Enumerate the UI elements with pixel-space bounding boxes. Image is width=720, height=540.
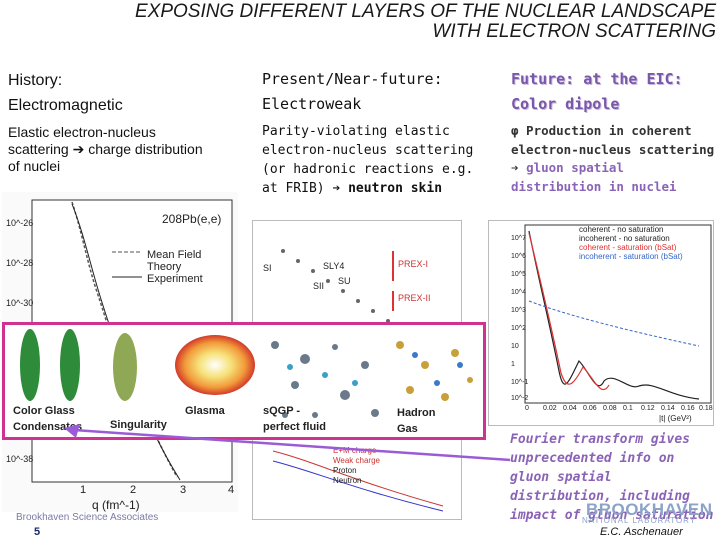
col3-head2: Color dipole — [511, 95, 620, 113]
col1-head2: Electromagnetic — [8, 97, 123, 114]
plot3-xtick-3: 0.06 — [583, 405, 597, 412]
plot3-ytick-4: 10^3 — [511, 307, 526, 314]
plot3-ytick-5: 10^2 — [511, 325, 526, 332]
plot3-legend-1: incoherent - no saturation — [579, 234, 670, 243]
bnl-logo-sub: NATIONAL LABORATORY — [582, 516, 697, 525]
pointer-arrow-icon — [64, 424, 511, 462]
plot3-ytick-2: 10^5 — [511, 271, 526, 278]
plot1-ytick-0: 10^-26 — [6, 218, 34, 228]
plot3-xtick-0: 0 — [525, 405, 529, 412]
plot1-ytick-1: 10^-28 — [6, 258, 34, 268]
col1-head1: History: — [8, 72, 63, 89]
col2-body: Parity-violating elastic electron-nucleu… — [262, 122, 492, 198]
plot1-xtick-3: 4 — [228, 484, 235, 496]
col2-head1: Present/Near-future: — [262, 70, 443, 88]
col3-head1: Future: at the EIC: — [511, 70, 683, 88]
plot3-xlabel: |t| (GeV²) — [659, 414, 692, 423]
plot3-ytick-7: 1 — [511, 361, 515, 368]
plot2-label-0: SI — [263, 263, 272, 273]
plot3-xtick-7: 0.14 — [661, 405, 675, 412]
plot1-xtick-1: 2 — [130, 484, 137, 496]
plot3-ytick-1: 10^6 — [511, 253, 526, 260]
plot2-label-3: SU — [338, 276, 351, 286]
plot1-ytick-2: 10^-30 — [6, 298, 34, 308]
plot2-legend-1: Weak charge — [333, 456, 380, 465]
phase-sqgp: sQGP - — [263, 405, 301, 417]
plot3-legend-3: incoherent - saturation (bSat) — [579, 252, 683, 261]
phase-gas: Gas — [397, 423, 418, 435]
col2-body-highlight: neutron skin — [348, 181, 443, 196]
plot2-label-1: SLY4 — [323, 261, 345, 271]
phase-perfect-fluid: perfect fluid — [263, 421, 326, 433]
plot1-legend-2: Experiment — [147, 273, 203, 285]
plot3-ytick-3: 10^4 — [511, 289, 526, 296]
eic-dsigma-plot: coherent - no saturation incoherent - no… — [488, 220, 714, 426]
slide-title-line2: WITH ELECTRON SCATTERING — [432, 21, 716, 42]
phase-hadron: Hadron — [397, 407, 436, 419]
plot3-xtick-1: 0.02 — [543, 405, 557, 412]
plot3-xtick-2: 0.04 — [563, 405, 577, 412]
eic-dsigma-curves — [524, 224, 712, 404]
plot3-xtick-8: 0.16 — [681, 405, 695, 412]
phase-condensates: Condensates — [13, 421, 83, 433]
phase-singularity: Singularity — [110, 419, 167, 431]
plot1-ytick-3: 10^-38 — [6, 454, 34, 464]
plot3-xtick-5: 0.1 — [623, 405, 633, 412]
matter-evolution-illustration — [20, 329, 473, 418]
phase-glasma: Glasma — [185, 405, 225, 417]
plot1-legend-0: Mean Field — [147, 249, 202, 261]
plot3-ytick-6: 10 — [511, 343, 519, 350]
col2-body-text: Parity-violating elastic electron-nucleu… — [262, 124, 474, 196]
plot1-label: 208Pb(e,e) — [162, 212, 222, 226]
col3-body-highlight: gluon spatial distribution in nuclei — [511, 160, 677, 194]
plot1-xtick-2: 3 — [180, 484, 187, 496]
plot2-legend-2: Proton — [333, 466, 357, 475]
author-credit: E.C. Aschenauer — [600, 526, 683, 538]
fourier-note: Fourier transform gives unprecedented in… — [510, 432, 714, 523]
col3-body-text: φ Production in coherent electron-nucleu… — [511, 123, 715, 175]
plot3-xtick-4: 0.08 — [603, 405, 617, 412]
plot3-ytick-9: 10^-2 — [511, 395, 529, 402]
plot3-xtick-9: 0.18 — [699, 405, 713, 412]
col1-body: Elastic electron-nucleus scattering ➔ ch… — [8, 124, 203, 174]
plot3-ytick-0: 10^7 — [511, 235, 526, 242]
plot3-legend-0: coherent - no saturation — [579, 225, 664, 234]
matter-evolution-panel: Color Glass Condensates Singularity Glas… — [2, 322, 486, 440]
neutron-skin-scatter — [272, 249, 444, 512]
plot3-xtick-6: 0.12 — [641, 405, 655, 412]
phase-color-glass: Color Glass — [13, 405, 75, 417]
plot2-label-4: PREX-I — [398, 259, 429, 269]
plot2-legend-3: Neutron — [333, 476, 362, 485]
bnl-logo-word: BROOKHAVEN — [586, 500, 713, 519]
col2-head2: Electroweak — [262, 95, 362, 113]
plot2-label-5: PREX-II — [398, 293, 431, 303]
footer-org: Brookhaven Science Associates — [16, 512, 159, 523]
plot3-legend-2: coherent - saturation (bSat) — [579, 243, 677, 252]
col3-body: φ Production in coherent electron-nucleu… — [511, 122, 716, 196]
plot1-xtick-0: 1 — [80, 484, 87, 496]
plot3-ytick-8: 10^-1 — [511, 379, 529, 386]
plot1-legend-1: Theory — [147, 261, 182, 273]
slide-title-line1: EXPOSING DIFFERENT LAYERS OF THE NUCLEAR… — [134, 1, 716, 22]
plot2-label-2: SII — [313, 281, 325, 291]
page-number: 5 — [34, 526, 41, 538]
plot1-xlabel: q (fm^-1) — [92, 498, 140, 512]
